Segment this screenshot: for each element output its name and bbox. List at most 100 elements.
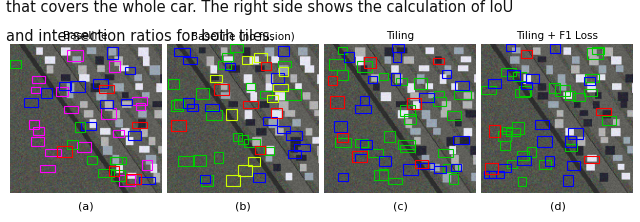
Bar xyxy=(238,135,248,144)
Bar xyxy=(64,106,78,113)
Bar xyxy=(358,61,372,72)
Bar xyxy=(360,96,369,105)
Bar xyxy=(563,174,573,186)
Bar xyxy=(132,122,147,129)
Bar xyxy=(218,61,230,69)
Bar xyxy=(168,79,179,89)
Bar xyxy=(206,110,222,119)
Bar xyxy=(568,128,583,139)
Bar xyxy=(420,163,435,169)
Bar xyxy=(210,75,222,82)
Bar xyxy=(602,116,616,125)
Bar xyxy=(498,164,511,172)
Bar xyxy=(107,47,118,59)
Bar xyxy=(271,73,284,83)
Bar xyxy=(109,166,119,176)
Bar xyxy=(506,129,520,136)
Bar xyxy=(171,100,183,111)
Bar xyxy=(368,76,378,83)
Bar xyxy=(388,178,402,184)
Bar xyxy=(278,61,291,67)
Bar xyxy=(522,50,532,58)
Bar xyxy=(56,87,68,96)
Bar xyxy=(329,59,345,70)
Bar xyxy=(100,100,113,108)
Bar xyxy=(330,96,344,108)
Bar xyxy=(248,157,260,166)
Bar xyxy=(333,121,347,132)
Bar xyxy=(485,163,498,174)
Bar xyxy=(380,169,388,180)
Bar xyxy=(287,150,301,158)
Bar xyxy=(136,103,145,110)
Bar xyxy=(242,56,252,64)
Bar xyxy=(132,97,147,105)
Bar xyxy=(352,151,367,162)
Text: Tiling: Tiling xyxy=(386,31,414,41)
Bar xyxy=(502,127,512,134)
Bar xyxy=(433,97,446,106)
Bar xyxy=(173,48,189,56)
Bar xyxy=(392,52,401,61)
Bar xyxy=(516,156,531,165)
Bar xyxy=(111,157,122,164)
Bar xyxy=(573,93,585,101)
Bar xyxy=(449,174,458,184)
Bar xyxy=(226,175,240,186)
Bar xyxy=(214,84,228,95)
Bar xyxy=(67,140,78,149)
Bar xyxy=(355,139,368,147)
Bar xyxy=(433,91,444,97)
Bar xyxy=(279,67,287,76)
Bar xyxy=(443,164,458,172)
Bar xyxy=(507,70,520,80)
Bar xyxy=(540,161,551,169)
Bar xyxy=(374,170,388,180)
Bar xyxy=(415,160,428,168)
Bar xyxy=(368,149,383,157)
Bar xyxy=(267,95,278,102)
Bar xyxy=(139,177,155,184)
Bar xyxy=(500,141,510,150)
Bar xyxy=(384,131,396,142)
Bar xyxy=(41,87,52,98)
Bar xyxy=(433,58,444,64)
Bar xyxy=(513,72,526,81)
Bar xyxy=(70,81,84,92)
Bar xyxy=(355,154,367,162)
Bar xyxy=(10,60,21,68)
Bar xyxy=(226,109,237,120)
Bar xyxy=(222,53,234,61)
Bar xyxy=(173,99,184,109)
Bar xyxy=(278,46,289,56)
Bar xyxy=(584,89,598,96)
Bar xyxy=(328,76,337,85)
Bar xyxy=(121,99,132,105)
Bar xyxy=(584,77,595,85)
Bar xyxy=(413,78,427,89)
Bar xyxy=(171,120,186,131)
Bar xyxy=(81,122,96,130)
Bar xyxy=(515,89,530,97)
Bar xyxy=(40,165,55,172)
Bar xyxy=(419,93,435,102)
Bar xyxy=(400,105,415,116)
Bar xyxy=(196,88,209,99)
Bar xyxy=(545,156,554,166)
Text: Tiling + F1 Loss: Tiling + F1 Loss xyxy=(516,31,598,41)
Bar xyxy=(534,119,549,129)
Bar xyxy=(484,171,496,178)
Bar xyxy=(109,61,120,72)
Bar xyxy=(93,79,108,87)
Bar xyxy=(31,87,40,93)
Bar xyxy=(501,68,516,76)
Bar xyxy=(225,63,236,70)
Bar xyxy=(520,86,531,96)
Bar xyxy=(518,177,526,186)
Bar xyxy=(355,105,371,113)
Bar xyxy=(565,144,577,151)
Bar xyxy=(565,136,575,147)
Bar xyxy=(555,85,570,96)
Bar xyxy=(592,47,604,54)
Bar xyxy=(506,44,515,51)
